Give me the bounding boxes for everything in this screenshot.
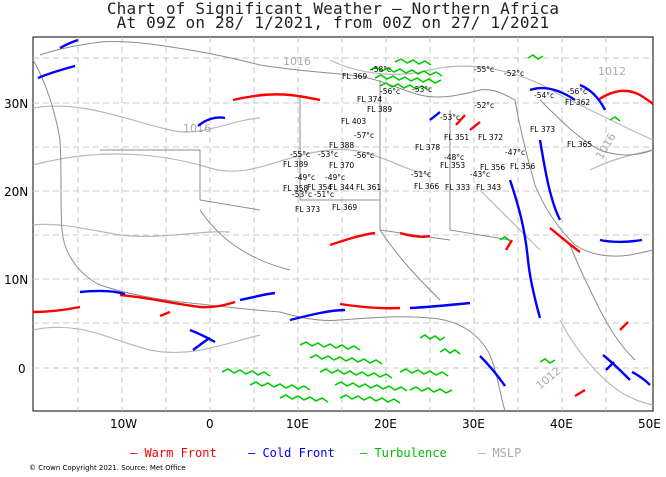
- trop-fl: FL 403: [341, 117, 366, 126]
- trop-temp: -57°c: [354, 131, 374, 140]
- x-tick-label: 50E: [638, 417, 661, 431]
- trop-temp: -51°c: [314, 190, 334, 199]
- trop-fl: FL 374: [357, 95, 382, 104]
- trop-fl: FL 369: [332, 203, 357, 212]
- map-frame: [32, 36, 654, 412]
- isobar-label: 1012: [598, 65, 626, 78]
- trop-fl: FL 373: [530, 125, 555, 134]
- trop-fl: FL 358: [283, 184, 308, 193]
- trop-temp: -49°c: [295, 173, 315, 182]
- trop-temp: -49°c: [325, 173, 345, 182]
- trop-temp: -53°c: [440, 113, 460, 122]
- trop-fl: FL 362: [565, 98, 590, 107]
- trop-fl: FL 388: [329, 141, 354, 150]
- trop-fl: FL 333: [445, 183, 470, 192]
- isobar-label: 1016: [183, 122, 211, 135]
- trop-fl: FL 343: [476, 183, 501, 192]
- y-tick-label: 10N: [4, 273, 28, 287]
- trop-temp: -55°c: [290, 150, 310, 159]
- y-tick-label: 20N: [4, 185, 28, 199]
- legend-mslp: — MSLP: [478, 446, 522, 460]
- trop-fl: FL 361: [356, 183, 381, 192]
- x-tick-label: 30E: [462, 417, 485, 431]
- chart-subtitle: At 09Z on 28/ 1/2021, from 00Z on 27/ 1/…: [116, 13, 550, 32]
- trop-temp: -52°c: [474, 101, 494, 110]
- tropopause-labels: -55°c -53°c -56°c -58°c -54°c -56°c -57°…: [283, 65, 592, 214]
- trop-temp: -53°c: [292, 190, 312, 199]
- trop-temp: -56°c: [567, 87, 587, 96]
- axis-labels: 10W 0 10E 20E 30E 40E 50E 30N 20N 10N 0: [4, 97, 661, 431]
- trop-fl: FL 356: [510, 162, 535, 171]
- y-tick-label: 0: [18, 362, 26, 376]
- trop-fl: FL 370: [329, 161, 354, 170]
- trop-fl: FL 369: [342, 72, 367, 81]
- x-tick-label: 0: [206, 417, 214, 431]
- trop-fl: FL 365: [567, 140, 592, 149]
- cold-fronts: [37, 38, 651, 387]
- trop-fl: FL 366: [414, 182, 439, 191]
- trop-temp: -54°c: [534, 91, 554, 100]
- copyright-notice: © Crown Copyright 2021. Source: Met Offi…: [29, 464, 186, 472]
- mslp-isobars: [32, 59, 654, 406]
- x-tick-label: 40E: [550, 417, 573, 431]
- legend-turbulence: — Turbulence: [360, 446, 447, 460]
- legend-warm-front: — Warm Front: [130, 446, 217, 460]
- trop-fl: FL 344: [329, 183, 354, 192]
- trop-fl: FL 351: [444, 133, 469, 142]
- trop-temp: -51°c: [411, 170, 431, 179]
- warm-fronts: [32, 89, 654, 398]
- trop-fl: FL 389: [283, 160, 308, 169]
- isobar-label: 1016: [283, 55, 311, 68]
- x-tick-label: 10W: [110, 417, 137, 431]
- trop-fl: FL 354: [307, 183, 332, 192]
- x-tick-label: 20E: [374, 417, 397, 431]
- trop-temp: -53°c: [318, 150, 338, 159]
- trop-temp: -48°c: [444, 153, 464, 162]
- chart-title: Chart of Significant Weather — Northern …: [106, 0, 560, 18]
- trop-temp: -56°c: [380, 87, 400, 96]
- trop-fl: FL 378: [415, 143, 440, 152]
- trop-fl: FL 373: [295, 205, 320, 214]
- trop-temp: -47°c: [505, 148, 525, 157]
- trop-fl: FL 353: [440, 161, 465, 170]
- y-tick-label: 30N: [4, 97, 28, 111]
- trop-temp: -43°c: [470, 170, 490, 179]
- trop-fl: FL 372: [478, 133, 503, 142]
- trop-temp: -55°c: [474, 65, 494, 74]
- legend-cold-front: — Cold Front: [248, 446, 335, 460]
- trop-temp: -56°c: [354, 151, 374, 160]
- trop-fl: FL 389: [367, 105, 392, 114]
- trop-temp: -53°c: [412, 85, 432, 94]
- x-tick-label: 10E: [286, 417, 309, 431]
- coastlines: [32, 41, 654, 412]
- graticule: [33, 37, 653, 411]
- turbulence-areas: [221, 54, 621, 404]
- trop-temp: -58°c: [371, 65, 391, 74]
- trop-temp: -52°c: [504, 69, 524, 78]
- trop-fl: FL 356: [480, 163, 505, 172]
